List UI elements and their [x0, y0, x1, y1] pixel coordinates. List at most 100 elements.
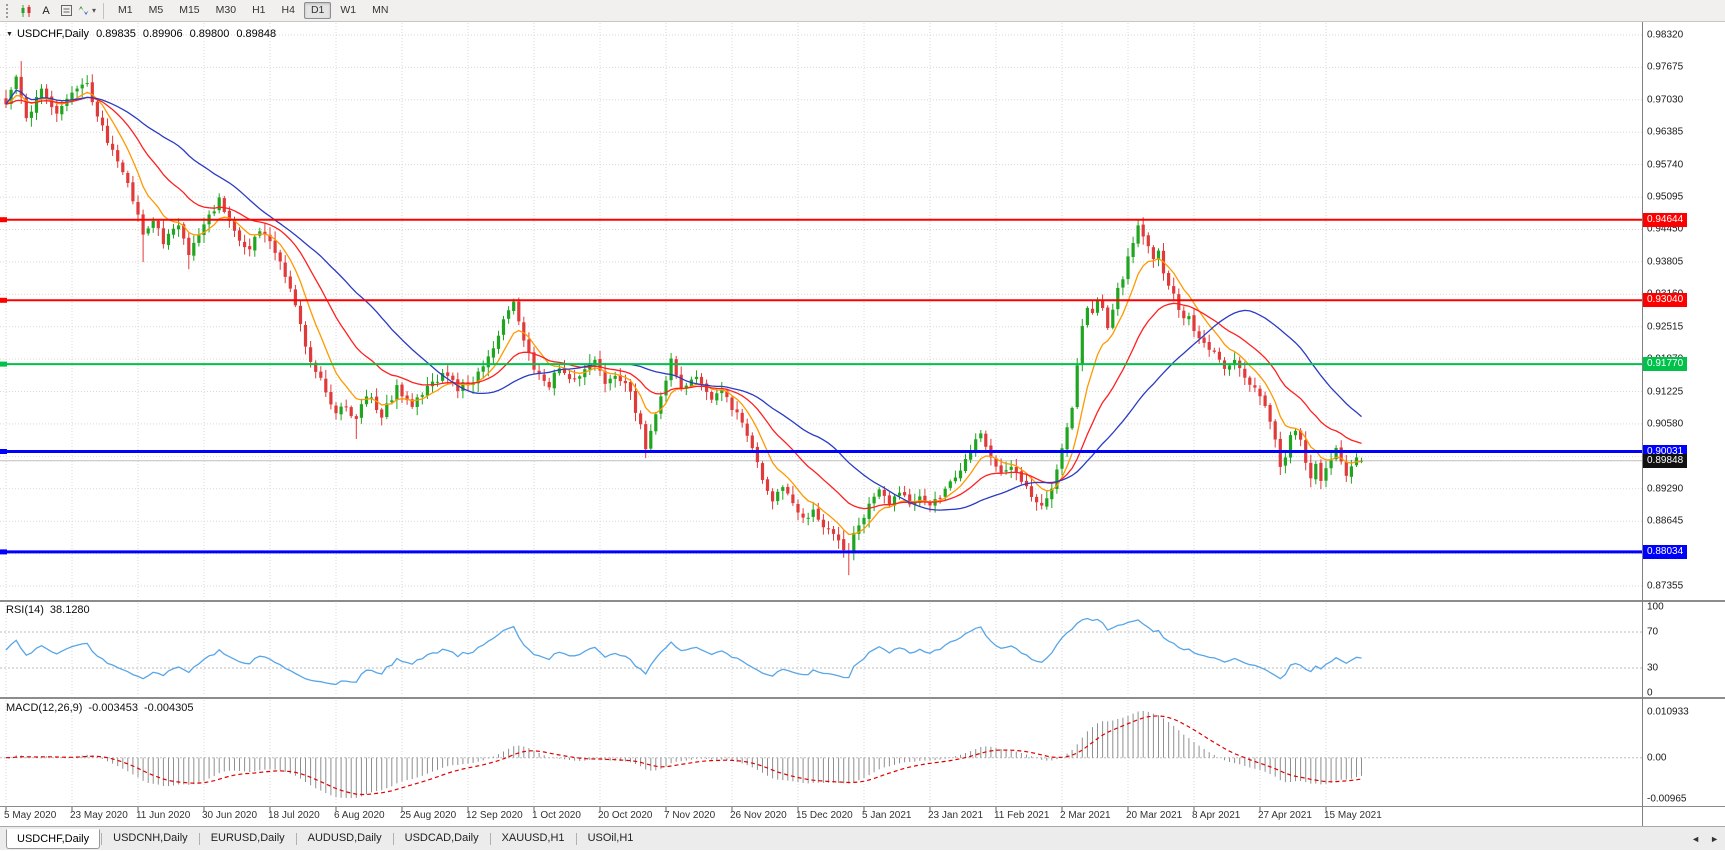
- current-price-tag: 0.89848: [1643, 453, 1688, 468]
- time-axis-label[interactable]: 30 Jun 2020: [201, 810, 258, 821]
- rsi-scale-label[interactable]: 100: [1647, 601, 1664, 613]
- time-axis-label[interactable]: 5 Jan 2021: [861, 810, 912, 821]
- timeframe-button-w1[interactable]: W1: [340, 4, 357, 16]
- time-axis-label[interactable]: 27 Apr 2021: [1257, 810, 1312, 821]
- price-scale-label[interactable]: 0.95095: [1647, 191, 1684, 203]
- timeframe-button-m15[interactable]: M15: [179, 4, 200, 16]
- tabs-scroll-left-button[interactable]: ◄: [1691, 834, 1701, 844]
- time-axis-label[interactable]: 2 Mar 2021: [1059, 810, 1111, 821]
- chart-tab-usdcnh[interactable]: USDCNH,Daily: [113, 831, 188, 844]
- chart-tab-eurusd[interactable]: EURUSD,Daily: [210, 831, 285, 844]
- box-lines-icon: [60, 5, 72, 16]
- time-axis-label[interactable]: 1 Oct 2020: [531, 810, 581, 821]
- hline-price-tag[interactable]: 0.91770: [1643, 357, 1688, 372]
- time-axis-label[interactable]: 15 Dec 2020: [795, 810, 853, 821]
- rsi-scale-label[interactable]: 30: [1647, 662, 1659, 674]
- price-scale-label[interactable]: 0.93805: [1647, 256, 1684, 268]
- chart-window-icon[interactable]: [16, 2, 36, 20]
- symbol-dropdown-icon[interactable]: ▼: [6, 30, 13, 38]
- chart-tab-xauusd[interactable]: XAUUSD,H1: [501, 831, 565, 844]
- chart-tabs: USDCHF,Daily USDCNH,Daily EURUSD,Daily AUDU…: [6, 827, 643, 851]
- tab-divider: [198, 832, 200, 845]
- price-scale-label[interactable]: 0.97030: [1647, 94, 1684, 106]
- macd-indicator-label: MACD(12,26,9) -0.003453 -0.004305: [6, 702, 200, 714]
- dropdown-caret-icon: ▾: [92, 6, 97, 15]
- price-scale-label[interactable]: 0.90580: [1647, 418, 1684, 430]
- tab-divider: [295, 832, 297, 845]
- time-axis-label[interactable]: 7 Nov 2020: [663, 810, 716, 821]
- tabs-scroll-right-button[interactable]: ►: [1710, 834, 1719, 844]
- toolbar-drag-handle[interactable]: [6, 3, 10, 18]
- rsi-scale-label[interactable]: 70: [1647, 626, 1659, 638]
- price-scale-label[interactable]: 0.87355: [1647, 580, 1684, 592]
- timeframe-button-m30[interactable]: M30: [215, 4, 237, 16]
- time-axis-label[interactable]: 26 Nov 2020: [729, 810, 787, 821]
- macd-scale-label[interactable]: 0.00: [1647, 752, 1667, 764]
- time-axis-label[interactable]: 5 May 2020: [4, 810, 57, 821]
- arrows-up-down-icon: [78, 6, 89, 15]
- time-axis-label[interactable]: 18 Jul 2020: [267, 810, 320, 821]
- time-axis-label[interactable]: 25 Aug 2020: [399, 810, 457, 821]
- symbol-name: USDCHF,Daily: [16, 28, 90, 40]
- price-scale-label[interactable]: 0.94450: [1647, 223, 1684, 235]
- hline-price-tag[interactable]: 0.88034: [1643, 544, 1688, 559]
- time-axis-label[interactable]: 15 May 2021: [1323, 810, 1382, 821]
- time-axis-label[interactable]: 12 Sep 2020: [465, 810, 523, 821]
- objects-list-icon[interactable]: [56, 2, 76, 20]
- time-axis-label[interactable]: 20 Mar 2021: [1125, 810, 1183, 821]
- ohlc-open: 0.89835: [96, 28, 136, 40]
- time-axis-label[interactable]: 11 Feb 2021: [993, 810, 1050, 821]
- annotation-a-button[interactable]: A: [36, 2, 56, 20]
- price-scale-label[interactable]: 0.96385: [1647, 126, 1684, 138]
- macd-value-main: -0.003453: [88, 702, 138, 714]
- time-axis-label[interactable]: 6 Aug 2020: [333, 810, 385, 821]
- chart-tab-usoil[interactable]: USOil,H1: [587, 831, 634, 844]
- macd-panel-splitter[interactable]: [0, 697, 1725, 699]
- price-scale-label[interactable]: 0.95740: [1647, 159, 1684, 171]
- timeframe-button-h4[interactable]: H4: [281, 4, 295, 16]
- tab-divider: [101, 832, 103, 845]
- rsi-scale-label[interactable]: 0: [1647, 687, 1653, 699]
- time-axis-label[interactable]: 8 Apr 2021: [1191, 810, 1241, 821]
- time-axis-label[interactable]: 20 Oct 2020: [597, 810, 653, 821]
- rsi-value: 38.1280: [49, 604, 90, 616]
- hline-price-tag[interactable]: 0.93040: [1643, 293, 1688, 308]
- rsi-name: RSI(14): [6, 604, 44, 616]
- timeframe-button-h1[interactable]: H1: [252, 4, 266, 16]
- price-scale-separator: [1642, 22, 1643, 826]
- chart-ohlc-label: ▼ USDCHF,Daily 0.89835 0.89906 0.89800 0…: [6, 28, 283, 40]
- macd-scale-label[interactable]: -0.00965: [1647, 793, 1687, 805]
- price-scale-label[interactable]: 0.89290: [1647, 483, 1684, 495]
- timeframe-button-mn[interactable]: MN: [372, 4, 389, 16]
- price-scale-label[interactable]: 0.98320: [1647, 29, 1684, 41]
- timeframe-group: M1 M5 M15 M30 H1 H4 D1 W1 MN: [110, 2, 396, 19]
- ohlc-close: 0.89848: [236, 28, 277, 40]
- price-scale-label[interactable]: 0.88645: [1647, 515, 1684, 527]
- price-scale-label[interactable]: 0.97675: [1647, 61, 1684, 73]
- timeframe-button-m1[interactable]: M1: [118, 4, 133, 16]
- timeframe-button-d1[interactable]: D1: [303, 2, 332, 19]
- rsi-indicator-label: RSI(14) 38.1280: [6, 604, 96, 616]
- top-toolbar: A ▾ M1 M5 M15 M30 H1 H4 D1 W1 MN: [0, 0, 1725, 22]
- tab-divider: [392, 832, 394, 845]
- price-scale-label[interactable]: 0.92515: [1647, 321, 1684, 333]
- rsi-panel-splitter[interactable]: [0, 600, 1725, 602]
- macd-scale-label[interactable]: 0.010933: [1647, 706, 1689, 718]
- macd-name: MACD(12,26,9): [6, 702, 83, 714]
- chart-tab-audusd[interactable]: AUDUSD,Daily: [307, 831, 382, 844]
- macd-value-signal: -0.004305: [143, 702, 194, 714]
- time-axis-label[interactable]: 11 Jun 2020: [135, 810, 191, 821]
- annotation-a-label: A: [42, 4, 50, 17]
- time-axis-separator: [0, 806, 1725, 807]
- time-axis-label[interactable]: 23 May 2020: [69, 810, 128, 821]
- price-scale-label[interactable]: 0.91225: [1647, 386, 1684, 398]
- time-axis-label[interactable]: 23 Jan 2021: [927, 810, 984, 821]
- timeframe-button-m5[interactable]: M5: [148, 4, 164, 16]
- chart-style-menu-button[interactable]: ▾: [76, 2, 97, 20]
- hline-price-tag[interactable]: 0.94644: [1643, 212, 1688, 227]
- candlestick-icon: [21, 4, 31, 17]
- chart-tab-usdchf[interactable]: USDCHF,Daily: [6, 828, 101, 849]
- chart-tab-usdcad[interactable]: USDCAD,Daily: [404, 831, 479, 844]
